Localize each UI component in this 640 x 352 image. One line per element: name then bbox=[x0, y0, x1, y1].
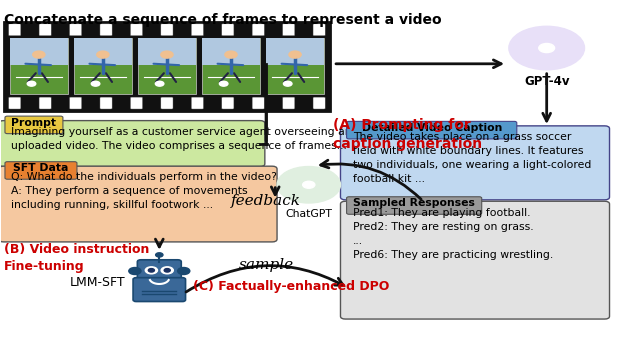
Text: sample: sample bbox=[239, 258, 294, 272]
Text: SFT Data: SFT Data bbox=[13, 163, 68, 173]
FancyBboxPatch shape bbox=[100, 97, 112, 109]
FancyBboxPatch shape bbox=[70, 24, 82, 36]
Circle shape bbox=[97, 51, 109, 58]
FancyBboxPatch shape bbox=[39, 24, 51, 36]
FancyBboxPatch shape bbox=[10, 38, 68, 65]
Text: The video takes place on a grass soccer
field with white boundary lines. It feat: The video takes place on a grass soccer … bbox=[353, 132, 591, 184]
Circle shape bbox=[303, 181, 315, 188]
Text: Pred1: They are playing football.
Pred2: They are resting on grass.
...
Pred6: T: Pred1: They are playing football. Pred2:… bbox=[353, 208, 553, 259]
FancyBboxPatch shape bbox=[8, 24, 21, 36]
FancyBboxPatch shape bbox=[138, 38, 196, 65]
FancyBboxPatch shape bbox=[138, 260, 181, 282]
FancyBboxPatch shape bbox=[347, 197, 482, 214]
FancyBboxPatch shape bbox=[70, 97, 82, 109]
FancyBboxPatch shape bbox=[133, 278, 186, 302]
Text: Prompt: Prompt bbox=[12, 118, 56, 128]
FancyBboxPatch shape bbox=[0, 166, 277, 242]
FancyBboxPatch shape bbox=[313, 24, 325, 36]
Text: Concatenate a sequence of frames to represent a video: Concatenate a sequence of frames to repr… bbox=[4, 13, 442, 27]
FancyBboxPatch shape bbox=[39, 97, 51, 109]
FancyBboxPatch shape bbox=[221, 97, 234, 109]
Circle shape bbox=[284, 81, 292, 86]
FancyBboxPatch shape bbox=[74, 38, 132, 65]
FancyBboxPatch shape bbox=[266, 38, 324, 94]
Text: LMM-SFT: LMM-SFT bbox=[70, 276, 125, 289]
FancyBboxPatch shape bbox=[347, 121, 516, 139]
Text: Sampled Responses: Sampled Responses bbox=[353, 198, 475, 208]
Circle shape bbox=[28, 81, 36, 86]
FancyBboxPatch shape bbox=[191, 97, 204, 109]
FancyBboxPatch shape bbox=[313, 97, 325, 109]
Circle shape bbox=[289, 51, 301, 58]
FancyBboxPatch shape bbox=[283, 24, 295, 36]
Circle shape bbox=[164, 269, 170, 272]
FancyBboxPatch shape bbox=[221, 24, 234, 36]
FancyBboxPatch shape bbox=[0, 121, 265, 166]
FancyBboxPatch shape bbox=[131, 24, 143, 36]
FancyBboxPatch shape bbox=[202, 38, 260, 65]
FancyBboxPatch shape bbox=[252, 24, 264, 36]
Text: Imagining yourself as a customer service agent overseeing an
uploaded video. The: Imagining yourself as a customer service… bbox=[11, 127, 352, 151]
Circle shape bbox=[277, 166, 340, 203]
Text: Q: What do the individuals perform in the video?
A: They perform a sequence of m: Q: What do the individuals perform in th… bbox=[11, 172, 277, 210]
FancyBboxPatch shape bbox=[191, 24, 204, 36]
Circle shape bbox=[156, 81, 164, 86]
FancyBboxPatch shape bbox=[283, 97, 295, 109]
Text: ChatGPT: ChatGPT bbox=[285, 209, 332, 219]
Circle shape bbox=[225, 51, 237, 58]
FancyBboxPatch shape bbox=[74, 38, 132, 94]
Text: Detailed Video Caption: Detailed Video Caption bbox=[362, 123, 502, 133]
Circle shape bbox=[92, 81, 100, 86]
FancyBboxPatch shape bbox=[5, 116, 63, 134]
Text: feedback: feedback bbox=[231, 194, 301, 208]
Circle shape bbox=[509, 26, 584, 70]
Text: GPT-4v: GPT-4v bbox=[524, 75, 570, 88]
FancyBboxPatch shape bbox=[100, 24, 112, 36]
FancyBboxPatch shape bbox=[131, 97, 143, 109]
Circle shape bbox=[33, 51, 45, 58]
FancyBboxPatch shape bbox=[340, 126, 609, 200]
Circle shape bbox=[220, 81, 228, 86]
FancyBboxPatch shape bbox=[266, 38, 324, 65]
Circle shape bbox=[129, 268, 141, 275]
Text: (A) Prompting for
caption generation: (A) Prompting for caption generation bbox=[333, 118, 483, 151]
FancyBboxPatch shape bbox=[252, 97, 264, 109]
FancyBboxPatch shape bbox=[10, 38, 68, 94]
Circle shape bbox=[178, 268, 190, 275]
Text: (C) Factually-enhanced DPO: (C) Factually-enhanced DPO bbox=[193, 280, 389, 293]
Circle shape bbox=[148, 269, 154, 272]
FancyBboxPatch shape bbox=[340, 201, 609, 319]
Circle shape bbox=[161, 267, 173, 274]
Circle shape bbox=[539, 43, 555, 52]
Circle shape bbox=[145, 267, 157, 274]
FancyBboxPatch shape bbox=[4, 22, 330, 111]
FancyBboxPatch shape bbox=[161, 97, 173, 109]
FancyBboxPatch shape bbox=[161, 24, 173, 36]
FancyBboxPatch shape bbox=[5, 162, 77, 179]
Circle shape bbox=[156, 253, 163, 257]
Text: (B) Video instruction
Fine-tuning: (B) Video instruction Fine-tuning bbox=[4, 243, 149, 272]
FancyBboxPatch shape bbox=[8, 97, 21, 109]
Circle shape bbox=[161, 51, 173, 58]
FancyBboxPatch shape bbox=[138, 38, 196, 94]
FancyBboxPatch shape bbox=[202, 38, 260, 94]
